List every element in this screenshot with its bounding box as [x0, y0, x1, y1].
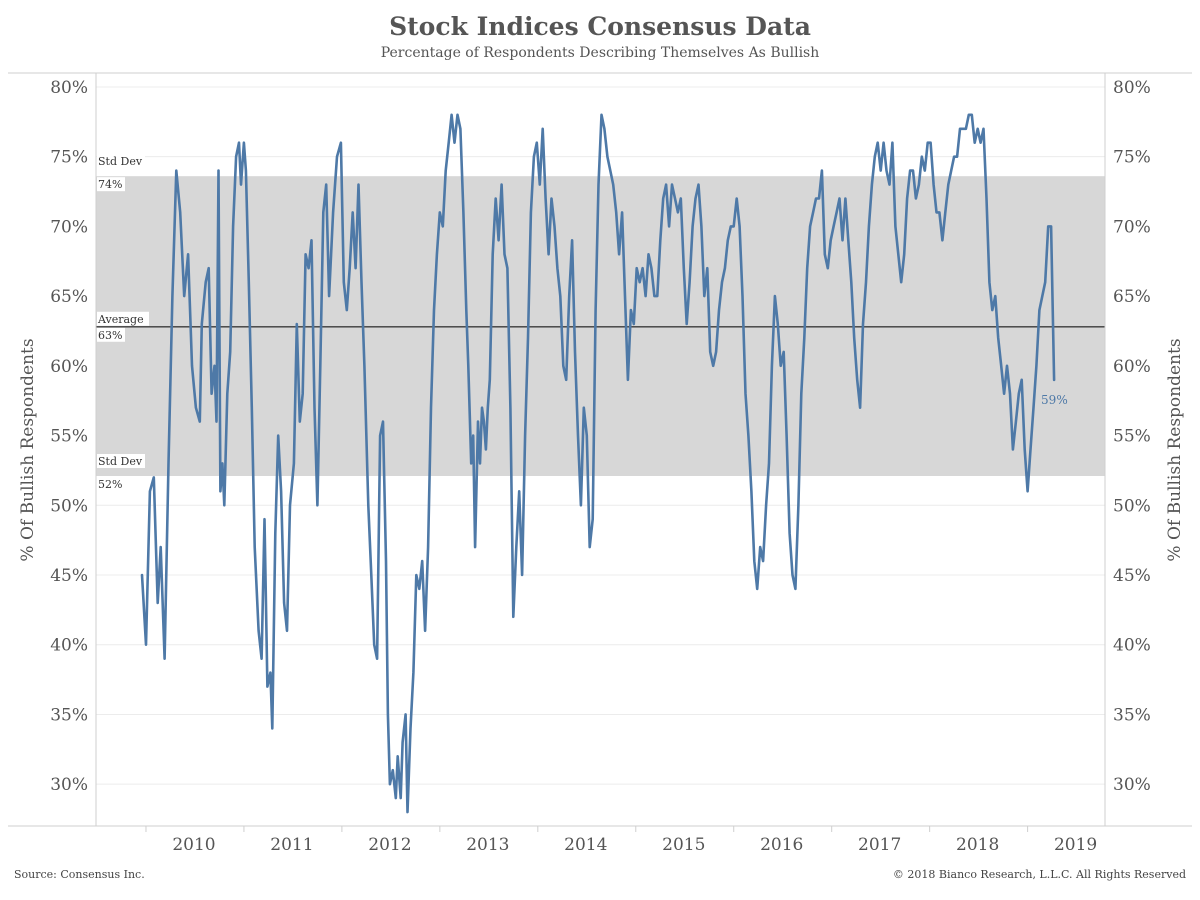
x-tick-label: 2010	[172, 835, 215, 855]
y-tick-label-left: 35%	[50, 705, 88, 725]
y-tick-label-right: 55%	[1113, 427, 1151, 447]
y-axis-left: 30% 35% 40% 45% 50% 55% 60% 65% 70% 75% 80%	[50, 78, 88, 795]
y-tick-label-right: 80%	[1113, 78, 1151, 98]
last-value-label: 59%	[1041, 393, 1068, 407]
std-dev-upper-label-bg	[97, 154, 145, 169]
x-tick-label: 2014	[564, 835, 607, 855]
std-dev-upper-value: 74%	[98, 178, 122, 191]
x-tick-label: 2017	[858, 835, 901, 855]
series-group: 59%	[140, 113, 1068, 814]
x-tick-label: 2016	[760, 835, 803, 855]
chart-subtitle: Percentage of Respondents Describing The…	[380, 45, 820, 61]
std-dev-lower-label-bg	[97, 453, 145, 468]
average-line-group: Average 63%	[96, 311, 1105, 342]
y-tick-label-left: 70%	[50, 217, 88, 237]
y-tick-label-left: 60%	[50, 357, 88, 377]
source-note: Source: Consensus Inc.	[14, 868, 145, 881]
y-tick-label-right: 30%	[1113, 775, 1151, 795]
average-label: Average	[97, 313, 144, 326]
y-axis-right: 30% 35% 40% 45% 50% 55% 60% 65% 70% 75% 80%	[1113, 78, 1151, 795]
std-dev-band	[96, 176, 1105, 476]
std-dev-lower-value-bg	[97, 476, 125, 491]
copyright-note: © 2018 Bianco Research, L.L.C. All Right…	[892, 868, 1186, 881]
x-tick-label: 2019	[1054, 835, 1097, 855]
std-dev-upper-label: Std Dev	[98, 155, 143, 168]
x-tick-label: 2012	[368, 835, 411, 855]
y-tick-label-left: 65%	[50, 287, 88, 307]
x-axis: 2010 2011 2012 2013 2014 2015 2016 2017 2018 2019	[145, 826, 1097, 855]
x-tick-label: 2011	[270, 835, 313, 855]
y-tick-label-left: 30%	[50, 775, 88, 795]
chart-title: Stock Indices Consensus Data	[389, 12, 811, 41]
average-value: 63%	[98, 329, 122, 342]
y-tick-label-right: 65%	[1113, 287, 1151, 307]
std-dev-band-group: Std Dev 74% Std Dev 52%	[96, 154, 1105, 491]
y-axis-title-right: % Of Bullish Respondents	[1165, 338, 1185, 561]
y-tick-label-left: 75%	[50, 148, 88, 168]
std-dev-lower-label: Std Dev	[98, 455, 143, 468]
x-tick-label: 2013	[466, 835, 509, 855]
y-tick-label-left: 55%	[50, 427, 88, 447]
y-tick-label-right: 35%	[1113, 705, 1151, 725]
average-label-bg	[97, 311, 149, 326]
y-tick-label-right: 70%	[1113, 217, 1151, 237]
std-dev-lower-value: 52%	[98, 478, 122, 491]
std-dev-upper-value-bg	[97, 177, 125, 192]
y-tick-label-left: 45%	[50, 566, 88, 586]
series-line	[140, 113, 1056, 814]
y-tick-label-right: 40%	[1113, 636, 1151, 656]
y-tick-label-right: 60%	[1113, 357, 1151, 377]
y-tick-label-left: 80%	[50, 78, 88, 98]
y-axis-title-left: % Of Bullish Respondents	[18, 338, 38, 561]
y-tick-label-left: 40%	[50, 636, 88, 656]
x-tick-label: 2018	[956, 835, 999, 855]
y-tick-label-left: 50%	[50, 496, 88, 516]
plot-border	[8, 72, 1192, 827]
y-tick-label-right: 45%	[1113, 566, 1151, 586]
average-value-bg	[97, 327, 125, 342]
x-tick-label: 2015	[662, 835, 705, 855]
y-tick-label-right: 75%	[1113, 148, 1151, 168]
y-tick-label-right: 50%	[1113, 496, 1151, 516]
